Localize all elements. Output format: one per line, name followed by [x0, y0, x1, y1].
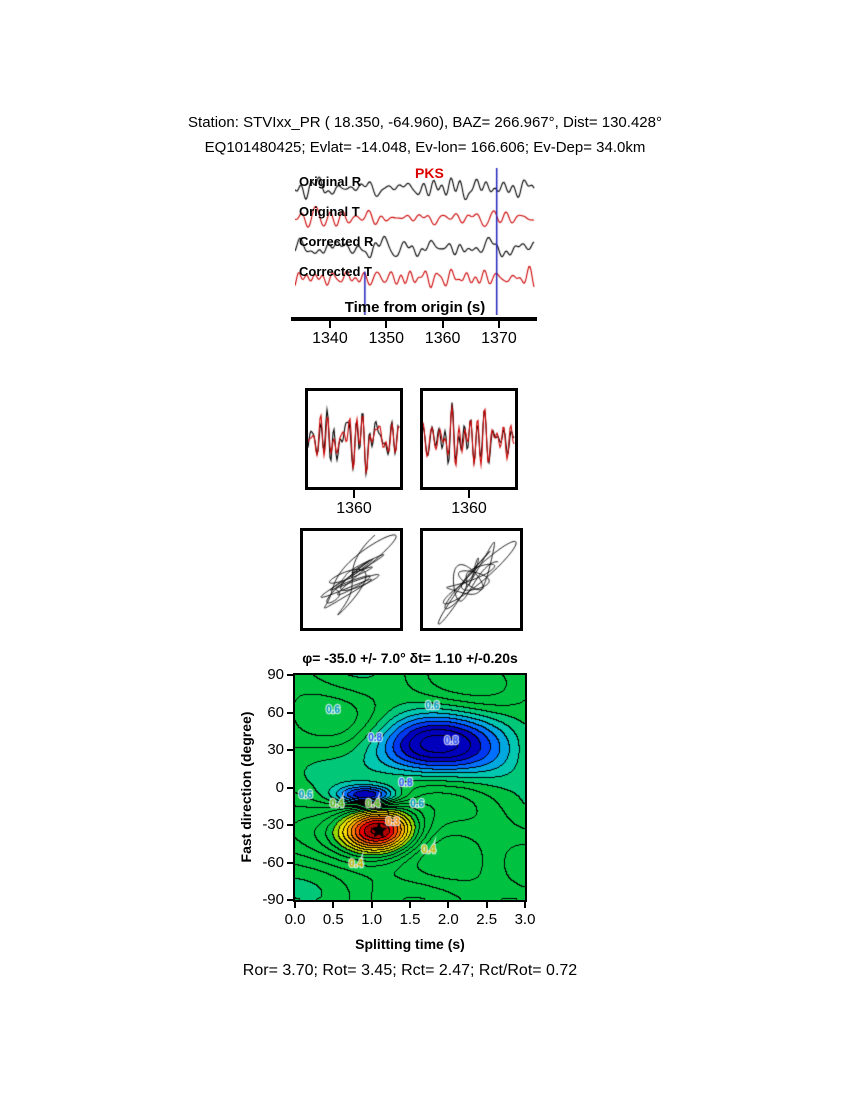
- splitting-time-tick: [524, 902, 526, 908]
- fast-direction-tick: [287, 899, 293, 901]
- station-info-line: Station: STVIxx_PR ( 18.350, -64.960), B…: [188, 114, 662, 131]
- fast-direction-tick: [287, 674, 293, 676]
- time-axis-tick: [385, 321, 388, 328]
- particle-motion-canvas-right: [423, 531, 520, 628]
- fast-direction-tick-label: 30: [267, 741, 284, 758]
- fast-direction-tick: [287, 749, 293, 751]
- trace-label-corrected-r: Corrected R: [299, 234, 374, 249]
- time-axis-tick-label: 1360: [424, 330, 461, 347]
- time-axis-tick: [497, 321, 500, 328]
- waveform-time-axis: [291, 317, 537, 321]
- fast-direction-tick: [287, 786, 293, 789]
- time-axis-tick-label: 1350: [368, 330, 405, 347]
- fast-direction-tick: [287, 711, 293, 714]
- waveform-panel: Original R Original T Corrected R Corrected…: [295, 165, 535, 315]
- particle-motion-canvas-left: [303, 531, 400, 628]
- splitting-time-tick: [485, 902, 488, 908]
- splitting-time-tick: [294, 902, 296, 908]
- fast-direction-tick: [287, 861, 293, 864]
- trace-label-corrected-t: Corrected T: [299, 264, 372, 279]
- window-waveform-canvas-left: [308, 391, 400, 487]
- particle-motion-box-left: [300, 528, 403, 631]
- splitting-time-tick-label: 2.5: [476, 911, 498, 928]
- trace-label-original-r: Original R: [299, 174, 362, 189]
- fast-direction-tick-label: 90: [267, 666, 284, 683]
- event-info-line: EQ101480425; Evlat= -14.048, Ev-lon= 166…: [204, 139, 646, 156]
- time-axis-tick: [441, 321, 444, 328]
- window-waveform-box-left: [305, 388, 403, 490]
- fast-direction-tick: [287, 824, 293, 826]
- time-axis-tick-label: 1340: [312, 330, 348, 347]
- fast-direction-tick-label: -60: [262, 853, 284, 871]
- yaxis-title: Fast direction (degree): [238, 711, 254, 863]
- fast-direction-tick-label: 60: [267, 703, 284, 721]
- time-axis-tick: [328, 321, 331, 328]
- splitting-time-tick: [447, 902, 450, 908]
- best-fit-title: φ= -35.0 +/- 7.0° δt= 1.10 +/-0.20s: [302, 650, 518, 666]
- xaxis-title: Splitting time (s): [355, 936, 465, 952]
- particle-motion-box-right: [420, 528, 523, 631]
- window-waveform-canvas-right: [423, 391, 515, 487]
- window-axis-tick-label: 1360: [451, 500, 487, 517]
- splitting-time-tick: [409, 902, 411, 908]
- misfit-contour-frame: [293, 673, 527, 902]
- time-axis-tick-label: 1370: [481, 330, 517, 347]
- seismogram-traces-canvas: [295, 165, 535, 315]
- fast-direction-tick-label: -30: [262, 816, 284, 833]
- splitting-time-tick-label: 1.0: [361, 911, 383, 928]
- trace-label-original-t: Original T: [299, 204, 360, 219]
- fast-direction-tick-label: 0: [275, 778, 284, 796]
- splitting-time-tick-label: 0.5: [322, 911, 344, 928]
- window-axis-tick: [468, 490, 470, 498]
- window-axis-tick: [353, 490, 355, 498]
- splitting-time-tick-label: 1.5: [399, 911, 421, 928]
- window-axis-tick-label: 1360: [336, 500, 372, 517]
- splitting-time-tick: [370, 902, 373, 908]
- phase-label: PKS: [415, 165, 444, 181]
- splitting-time-tick-label: 3.0: [514, 911, 536, 928]
- splitting-time-tick-label: 2.0: [437, 911, 459, 928]
- splitting-time-tick: [332, 902, 335, 908]
- splitting-time-tick-label: 0.0: [284, 911, 306, 928]
- result-ratios-line: Ror= 3.70; Rot= 3.45; Rct= 2.47; Rct/Rot…: [242, 962, 578, 979]
- fast-direction-tick-label: -90: [262, 891, 284, 908]
- waveform-xaxis-title: Time from origin (s): [344, 299, 486, 316]
- window-waveform-box-right: [420, 388, 518, 490]
- misfit-contour-canvas: [295, 675, 525, 900]
